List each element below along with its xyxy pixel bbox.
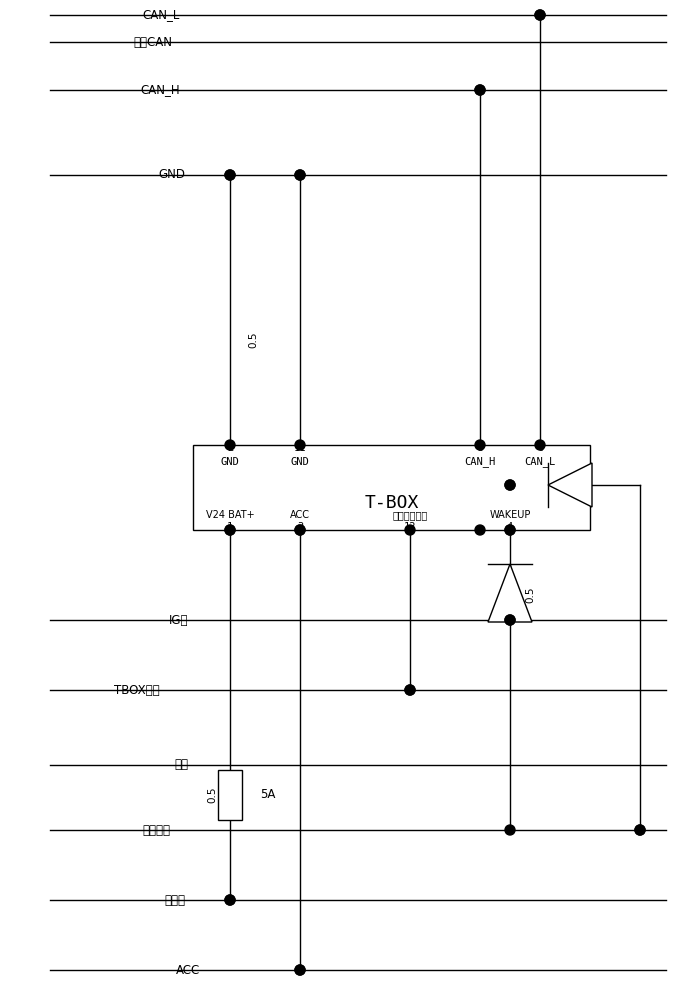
Circle shape — [405, 685, 415, 695]
Text: WAKEUP: WAKEUP — [489, 510, 530, 520]
Circle shape — [505, 615, 515, 625]
Circle shape — [535, 10, 545, 20]
Text: TBOX唤醒: TBOX唤醒 — [114, 684, 160, 696]
Text: CAN_H: CAN_H — [464, 456, 496, 467]
Circle shape — [635, 825, 645, 835]
Text: GND: GND — [291, 457, 310, 467]
Circle shape — [295, 170, 305, 180]
Text: 充电唤醒: 充电唤醒 — [142, 824, 170, 836]
Circle shape — [405, 525, 415, 535]
Text: GND: GND — [221, 457, 239, 467]
Text: V24 BAT+: V24 BAT+ — [206, 510, 254, 520]
Text: 0.5: 0.5 — [525, 587, 535, 603]
Circle shape — [295, 170, 305, 180]
Text: CAN_L: CAN_L — [524, 456, 555, 467]
Bar — [193, 445, 590, 530]
Circle shape — [225, 895, 235, 905]
Text: CAN_L: CAN_L — [143, 8, 180, 21]
Text: 记忆电: 记忆电 — [164, 894, 185, 906]
Polygon shape — [548, 463, 592, 507]
Circle shape — [505, 480, 515, 490]
Text: ACC: ACC — [290, 510, 310, 520]
Text: 硬件唤醒输出: 硬件唤醒输出 — [393, 510, 427, 520]
Text: 12: 12 — [404, 522, 416, 532]
Text: 0.5: 0.5 — [207, 787, 217, 803]
Circle shape — [295, 525, 305, 535]
Circle shape — [225, 170, 235, 180]
Text: 1: 1 — [227, 522, 233, 532]
Circle shape — [505, 525, 515, 535]
Text: GND: GND — [158, 168, 185, 182]
Circle shape — [295, 440, 305, 450]
Circle shape — [635, 825, 645, 835]
Text: 6: 6 — [537, 443, 543, 453]
Circle shape — [505, 525, 515, 535]
Text: 0.5: 0.5 — [315, 482, 325, 498]
Circle shape — [225, 170, 235, 180]
Text: 整车CAN: 整车CAN — [133, 35, 172, 48]
Bar — [218, 770, 242, 820]
Circle shape — [505, 615, 515, 625]
Text: 2: 2 — [227, 443, 233, 453]
Circle shape — [535, 10, 545, 20]
Circle shape — [295, 525, 305, 535]
Circle shape — [505, 825, 515, 835]
Circle shape — [225, 440, 235, 450]
Text: 0.5: 0.5 — [248, 332, 258, 348]
Circle shape — [475, 525, 485, 535]
Text: 5A: 5A — [260, 788, 276, 802]
Circle shape — [225, 895, 235, 905]
Text: IG电: IG电 — [168, 613, 188, 626]
Polygon shape — [488, 564, 532, 622]
Circle shape — [405, 685, 415, 695]
Circle shape — [535, 440, 545, 450]
Text: T-BOX: T-BOX — [364, 493, 419, 512]
Text: 5: 5 — [477, 443, 483, 453]
Text: 3: 3 — [297, 522, 303, 532]
Text: 4: 4 — [507, 522, 513, 532]
Circle shape — [225, 525, 235, 535]
Text: ACC: ACC — [176, 964, 200, 976]
Text: 常电: 常电 — [174, 758, 188, 772]
Circle shape — [295, 965, 305, 975]
Text: CAN_H: CAN_H — [141, 84, 180, 97]
Circle shape — [295, 965, 305, 975]
Circle shape — [505, 480, 515, 490]
Circle shape — [475, 85, 485, 95]
Circle shape — [225, 525, 235, 535]
Circle shape — [475, 85, 485, 95]
Circle shape — [475, 440, 485, 450]
Text: 11: 11 — [294, 443, 306, 453]
